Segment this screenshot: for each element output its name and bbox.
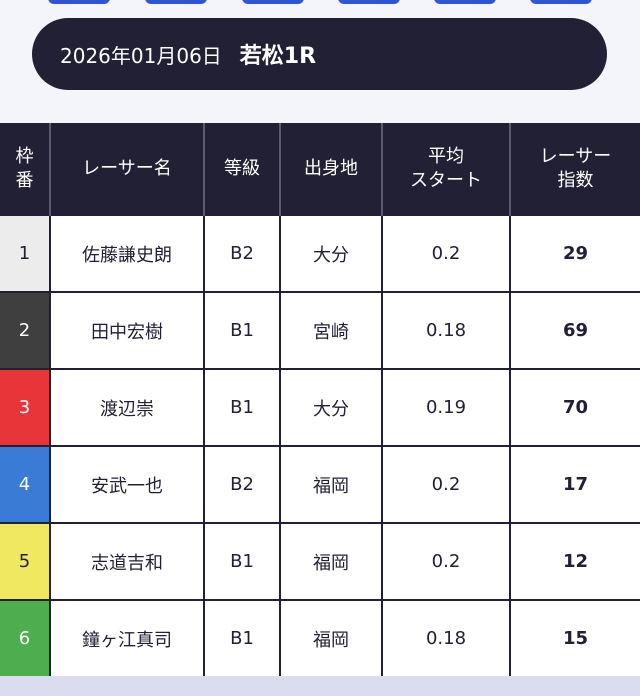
frame-number: 4 (0, 445, 51, 524)
racer-origin: 宮崎 (279, 291, 383, 370)
table-row[interactable]: 3 渡辺崇 B1 大分 0.19 70 (0, 368, 640, 447)
frame-number: 2 (0, 291, 51, 370)
racer-score: 70 (509, 368, 640, 447)
column-header-avg-start: 平均 スタート (381, 123, 510, 215)
racer-name[interactable]: 佐藤謙史朗 (49, 214, 205, 293)
bottom-strip (0, 676, 640, 696)
column-header-frame: 枠番 (0, 123, 50, 215)
table-row[interactable]: 2 田中宏樹 B1 宮崎 0.18 69 (0, 291, 640, 370)
table-header-row: 枠番 レーサー名 等級 出身地 平均 スタート レーサー 指数 (0, 123, 640, 215)
column-header-origin: 出身地 (279, 123, 382, 215)
top-tab[interactable] (530, 0, 592, 4)
column-header-class: 等級 (203, 123, 280, 215)
racer-origin: 福岡 (279, 599, 383, 678)
racer-avg-start: 0.18 (381, 291, 511, 370)
racer-score: 29 (509, 214, 640, 293)
racer-score: 12 (509, 522, 640, 601)
racer-score: 69 (509, 291, 640, 370)
top-tab-bar (0, 0, 640, 6)
racer-class: B2 (203, 214, 281, 293)
racer-class: B1 (203, 522, 281, 601)
racer-avg-start: 0.2 (381, 445, 511, 524)
racer-avg-start: 0.19 (381, 368, 511, 447)
frame-number: 5 (0, 522, 51, 601)
racer-class: B2 (203, 445, 281, 524)
racer-table: 枠番 レーサー名 等級 出身地 平均 スタート レーサー 指数 1 佐藤謙史朗 B2… (0, 123, 640, 678)
racer-score: 17 (509, 445, 640, 524)
racer-name[interactable]: 渡辺崇 (49, 368, 205, 447)
table-row[interactable]: 5 志道吉和 B1 福岡 0.2 12 (0, 522, 640, 601)
racer-score: 15 (509, 599, 640, 678)
race-date: 2026年01月06日 (60, 43, 222, 68)
race-header-banner: 2026年01月06日 若松1R (32, 18, 607, 90)
frame-number: 1 (0, 214, 51, 293)
top-tab[interactable] (48, 0, 110, 4)
top-tab[interactable] (242, 0, 304, 4)
racer-name[interactable]: 田中宏樹 (49, 291, 205, 370)
column-header-score: レーサー 指数 (509, 123, 640, 215)
frame-number: 3 (0, 368, 51, 447)
frame-number: 6 (0, 599, 51, 678)
table-row[interactable]: 4 安武一也 B2 福岡 0.2 17 (0, 445, 640, 524)
racer-avg-start: 0.2 (381, 214, 511, 293)
racer-avg-start: 0.2 (381, 522, 511, 601)
racer-class: B1 (203, 291, 281, 370)
racer-origin: 大分 (279, 368, 383, 447)
racer-origin: 福岡 (279, 522, 383, 601)
race-title: 若松1R (239, 44, 317, 69)
table-row[interactable]: 1 佐藤謙史朗 B2 大分 0.2 29 (0, 214, 640, 293)
top-tab[interactable] (145, 0, 207, 4)
racer-name[interactable]: 鐘ヶ江真司 (49, 599, 205, 678)
racer-class: B1 (203, 599, 281, 678)
racer-origin: 福岡 (279, 445, 383, 524)
top-tab[interactable] (338, 0, 400, 4)
table-row[interactable]: 6 鐘ヶ江真司 B1 福岡 0.18 15 (0, 599, 640, 678)
column-header-name: レーサー名 (49, 123, 204, 215)
racer-class: B1 (203, 368, 281, 447)
racer-avg-start: 0.18 (381, 599, 511, 678)
racer-name[interactable]: 安武一也 (49, 445, 205, 524)
top-tab[interactable] (434, 0, 496, 4)
racer-name[interactable]: 志道吉和 (49, 522, 205, 601)
racer-origin: 大分 (279, 214, 383, 293)
